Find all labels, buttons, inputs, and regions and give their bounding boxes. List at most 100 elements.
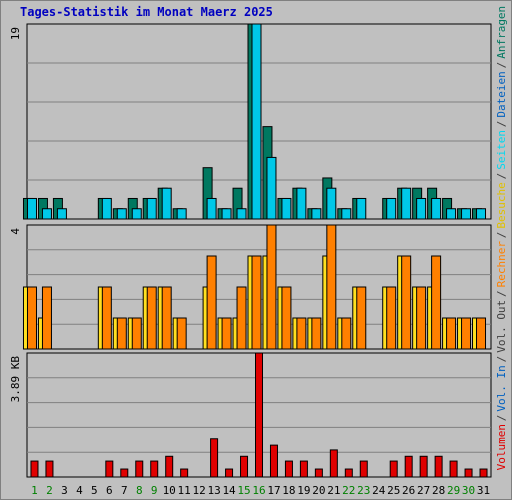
bar-hits-dateien-day-28	[431, 197, 442, 220]
bar-hits-dateien-day-26	[401, 187, 412, 220]
x-tick-label-day-6: 6	[106, 484, 113, 497]
bar-hits-dateien-day-8	[131, 208, 142, 220]
legend-label-besuche: Besuche	[495, 182, 508, 228]
x-tick-label-day-5: 5	[91, 484, 98, 497]
bar-visits-rechner-day-28	[431, 255, 442, 350]
legend-label-rechner: Rechner	[495, 241, 508, 288]
x-tick-label-day-14: 14	[222, 484, 236, 497]
bar-volume-volumen-day-23	[359, 460, 368, 478]
bar-hits-dateien-day-31	[476, 208, 487, 220]
x-tick-label-day-11: 11	[178, 484, 191, 497]
x-tick-label-day-4: 4	[76, 484, 83, 497]
bar-visits-rechner-day-15	[236, 286, 247, 350]
bar-volume-volumen-day-22	[344, 468, 353, 478]
x-tick-label-day-18: 18	[282, 484, 295, 497]
bar-hits-dateien-day-27	[416, 197, 427, 220]
bar-volume-volumen-day-27	[419, 455, 428, 478]
bar-visits-rechner-day-25	[386, 286, 397, 350]
x-tick-label-day-12: 12	[193, 484, 206, 497]
x-tick-label-day-7: 7	[121, 484, 128, 497]
x-tick-label-day-30: 30	[462, 484, 475, 497]
bar-hits-dateien-day-3	[56, 208, 67, 220]
bar-hits-dateien-day-16	[251, 23, 262, 220]
bar-volume-volumen-day-29	[449, 460, 458, 478]
bar-hits-dateien-day-13	[206, 197, 217, 220]
bar-hits-dateien-day-17	[266, 156, 277, 220]
legend-separator: /	[495, 121, 508, 128]
bar-hits-dateien-day-10	[161, 187, 172, 220]
bars	[22, 23, 488, 478]
bar-volume-volumen-day-16	[255, 352, 263, 478]
bar-visits-rechner-day-23	[356, 286, 367, 350]
x-tick-label-day-21: 21	[327, 484, 340, 497]
bar-volume-volumen-day-14	[225, 468, 234, 478]
x-tick-label-day-29: 29	[447, 484, 460, 497]
x-tick-label-day-28: 28	[432, 484, 445, 497]
bar-visits-rechner-day-21	[326, 224, 337, 350]
bar-hits-dateien-day-18	[281, 197, 292, 220]
bar-visits-rechner-day-7	[116, 317, 127, 350]
legend-label-dateien: Dateien	[495, 71, 508, 117]
legend-label-volin: Vol. In	[495, 365, 508, 411]
x-tick-label-day-26: 26	[402, 484, 415, 497]
x-tick-label-day-23: 23	[357, 484, 370, 497]
bar-hits-dateien-day-20	[311, 208, 322, 220]
legend-label-anfragen: Anfragen	[495, 6, 508, 59]
bar-hits-dateien-day-14	[221, 208, 232, 220]
bar-visits-rechner-day-2	[41, 286, 52, 350]
x-tick-label-day-27: 27	[417, 484, 430, 497]
bar-visits-rechner-day-22	[341, 317, 352, 350]
bar-volume-volumen-day-15	[240, 455, 249, 478]
bar-visits-rechner-day-13	[206, 255, 217, 350]
bar-volume-volumen-day-11	[180, 468, 189, 478]
x-tick-label-day-24: 24	[372, 484, 386, 497]
bar-visits-rechner-day-30	[461, 317, 472, 350]
x-tick-label-day-13: 13	[207, 484, 220, 497]
bar-volume-volumen-day-13	[210, 438, 219, 478]
bar-visits-rechner-day-31	[476, 317, 487, 350]
bar-hits-dateien-day-30	[461, 208, 472, 220]
bar-volume-volumen-day-31	[479, 468, 488, 478]
bar-visits-rechner-day-20	[311, 317, 322, 350]
bar-volume-volumen-day-2	[45, 460, 54, 478]
bar-visits-rechner-day-18	[281, 286, 292, 350]
bar-visits-rechner-day-14	[221, 317, 232, 350]
bar-hits-dateien-day-1	[26, 197, 37, 220]
legend-separator: /	[495, 62, 508, 69]
bar-hits-dateien-day-15	[236, 208, 247, 220]
x-tick-label-day-16: 16	[252, 484, 265, 497]
bar-visits-rechner-day-27	[416, 286, 427, 350]
x-tick-label-day-3: 3	[61, 484, 68, 497]
bar-volume-volumen-day-21	[329, 449, 338, 478]
bar-volume-volumen-day-6	[105, 460, 114, 478]
bar-volume-volumen-day-28	[434, 455, 443, 478]
x-tick-label-day-10: 10	[163, 484, 176, 497]
y-max-label-hits: 19	[9, 27, 22, 40]
bar-hits-dateien-day-9	[146, 197, 157, 220]
legend-label-volumen: Volumen	[495, 424, 508, 470]
bar-visits-rechner-day-1	[26, 286, 37, 350]
bar-hits-dateien-day-7	[116, 208, 127, 220]
x-tick-label-day-22: 22	[342, 484, 355, 497]
y-max-label-volume: 3.89 KB	[9, 356, 22, 403]
legend-separator: /	[495, 290, 508, 297]
bar-visits-rechner-day-29	[446, 317, 457, 350]
x-tick-label-day-17: 17	[267, 484, 280, 497]
x-tick-label-day-15: 15	[237, 484, 250, 497]
x-tick-label-day-25: 25	[387, 484, 400, 497]
bar-volume-volumen-day-19	[299, 460, 308, 478]
bar-hits-dateien-day-19	[296, 187, 307, 220]
bar-visits-rechner-day-9	[146, 286, 157, 350]
bar-volume-volumen-day-26	[404, 455, 413, 478]
x-tick-label-day-31: 31	[477, 484, 490, 497]
legend-separator: /	[495, 173, 508, 180]
bar-volume-volumen-day-25	[389, 460, 398, 478]
bar-volume-volumen-day-17	[269, 444, 278, 478]
bar-volume-volumen-day-10	[165, 455, 174, 478]
bar-visits-rechner-day-19	[296, 317, 307, 350]
y-max-label-visits: 4	[9, 228, 22, 235]
bar-visits-rechner-day-8	[131, 317, 142, 350]
bar-volume-volumen-day-20	[314, 468, 323, 478]
